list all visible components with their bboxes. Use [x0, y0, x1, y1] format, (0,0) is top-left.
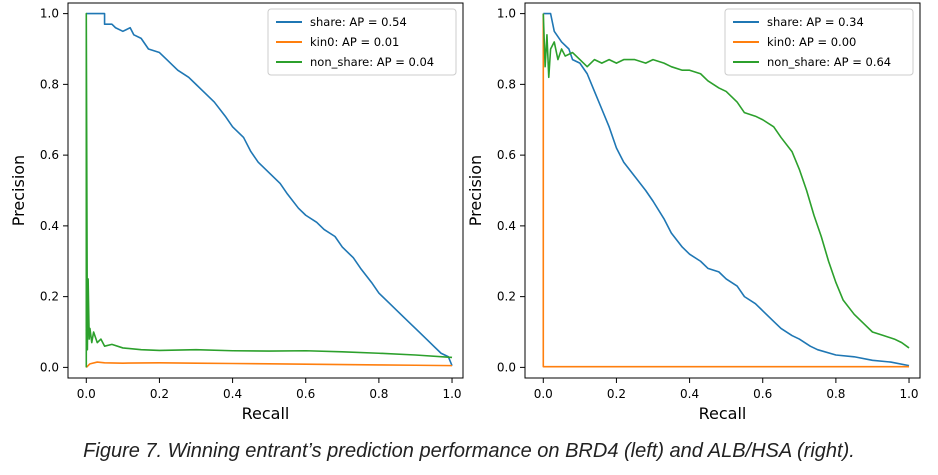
figure-caption: Figure 7. Winning entrant’s prediction p…: [83, 440, 855, 462]
x-tick-label: 0.4: [680, 387, 699, 401]
legend-box: [267, 8, 457, 76]
x-tick-label: 0.6: [753, 387, 772, 401]
series-line-kin0: [85, 361, 453, 368]
legend: share: AP = 0.54 kin0: AP = 0.01 non_share…: [267, 8, 457, 76]
y-tick-label: 0.4: [40, 219, 59, 233]
axes-frame: [67, 2, 464, 379]
y-axis-label: Precision: [466, 155, 485, 226]
y-tick-label: 0.8: [40, 77, 59, 91]
figure-canvas: 0.0 0.2 0.4 0.6 0.8 1.0 0.0 0.2 0.4 0.6 0.8 1.0 Reca…: [9, 2, 921, 423]
y-tick-label: 0.2: [40, 290, 59, 304]
x-tick-label: 0.2: [150, 387, 169, 401]
series-group: [85, 12, 453, 368]
series-line-non-share: [542, 13, 910, 349]
series-line-share: [543, 12, 910, 367]
y-axis-label: Precision: [9, 155, 28, 226]
y-tick-label: 0.2: [497, 290, 516, 304]
series-line-kin0: [542, 13, 910, 368]
axes-frame: [524, 2, 921, 379]
legend-label-kin0: kin0: AP = 0.00: [767, 35, 856, 49]
y-tick-label: 1.0: [40, 7, 59, 21]
x-tick-label: 0.0: [534, 387, 553, 401]
legend-label-non-share: non_share: AP = 0.04: [310, 55, 434, 69]
y-tick-label: 1.0: [497, 7, 516, 21]
x-tick-label: 0.4: [223, 387, 242, 401]
y-tick-label: 0.0: [497, 360, 516, 374]
x-tick-label: 0.6: [296, 387, 315, 401]
x-tick-label: 1.0: [899, 387, 918, 401]
legend-label-share: share: AP = 0.54: [310, 15, 407, 29]
x-tick-label: 0.2: [607, 387, 626, 401]
series-line-non-share: [85, 12, 453, 368]
chart-panel-left: 0.0 0.2 0.4 0.6 0.8 1.0 0.0 0.2 0.4 0.6 0.8 1.0 Reca…: [9, 2, 464, 423]
x-tick-label: 0.8: [826, 387, 845, 401]
series-group: [542, 12, 910, 368]
legend-label-kin0: kin0: AP = 0.01: [310, 35, 399, 49]
legend: share: AP = 0.34 kin0: AP = 0.00 non_share…: [724, 8, 914, 76]
series-line-share: [86, 12, 453, 366]
y-tick-label: 0.4: [497, 219, 516, 233]
x-tick-label: 0.8: [369, 387, 388, 401]
legend-box: [724, 8, 914, 76]
legend-label-non-share: non_share: AP = 0.64: [767, 55, 891, 69]
y-tick-label: 0.6: [40, 148, 59, 162]
x-tick-label: 1.0: [442, 387, 461, 401]
legend-label-share: share: AP = 0.34: [767, 15, 864, 29]
x-axis-label: Recall: [699, 404, 747, 423]
chart-panel-right: 0.0 0.2 0.4 0.6 0.8 1.0 0.0 0.2 0.4 0.6 0.8 1.0 Reca…: [466, 2, 921, 423]
y-tick-label: 0.8: [497, 77, 516, 91]
y-tick-label: 0.6: [497, 148, 516, 162]
y-tick-label: 0.0: [40, 360, 59, 374]
x-tick-label: 0.0: [77, 387, 96, 401]
x-axis-label: Recall: [242, 404, 290, 423]
